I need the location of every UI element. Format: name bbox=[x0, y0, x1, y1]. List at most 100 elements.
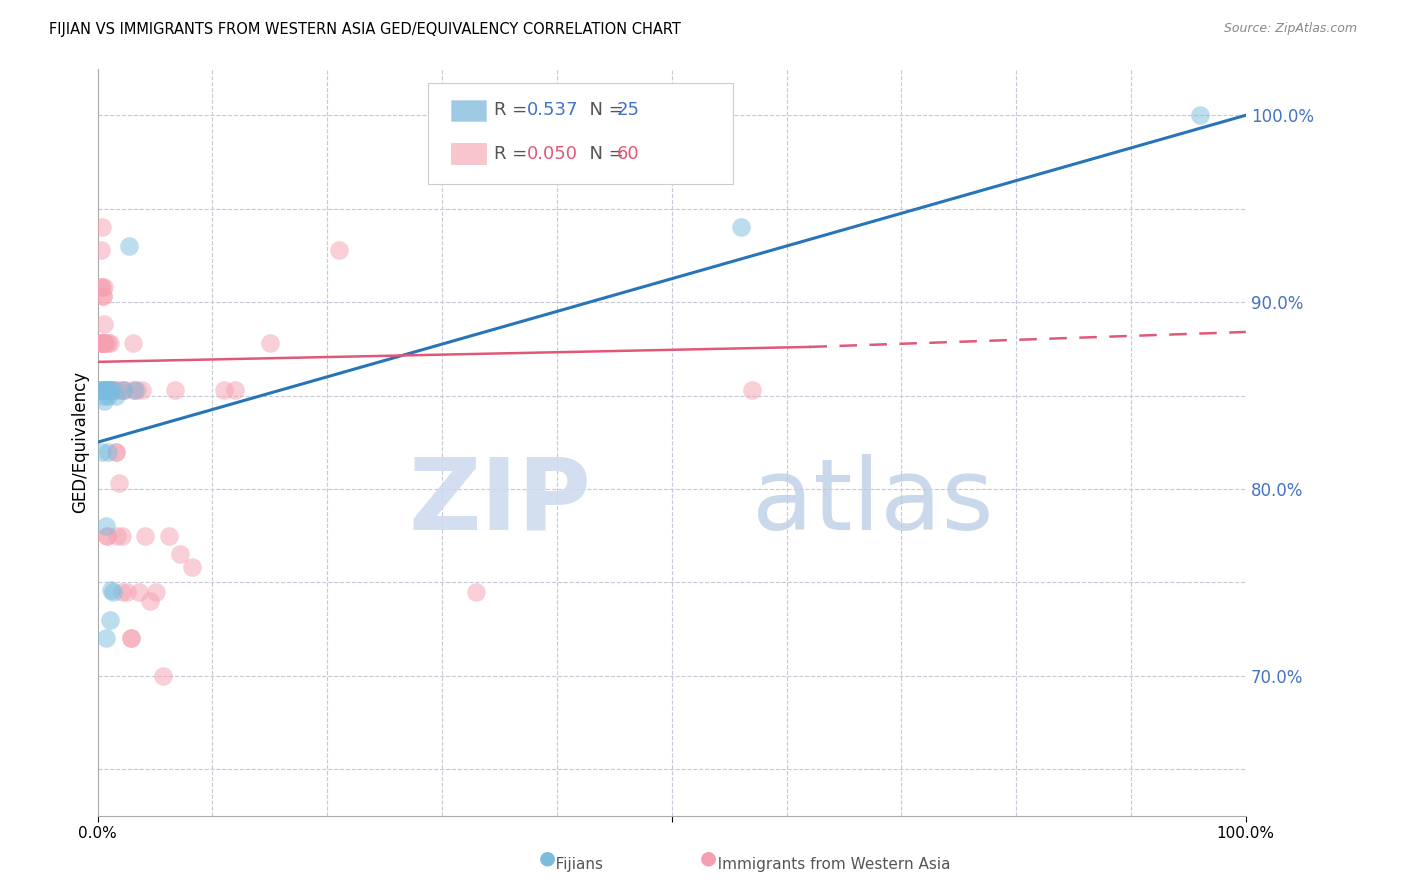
Text: 60: 60 bbox=[617, 145, 640, 162]
FancyBboxPatch shape bbox=[451, 100, 485, 120]
Point bbox=[97, 444, 120, 458]
Point bbox=[104, 383, 127, 397]
Point bbox=[212, 383, 235, 397]
Point bbox=[259, 336, 281, 351]
Point bbox=[96, 528, 118, 542]
Text: 0.537: 0.537 bbox=[527, 102, 578, 120]
Text: N =: N = bbox=[578, 102, 628, 120]
Text: atlas: atlas bbox=[752, 453, 994, 550]
Point bbox=[152, 669, 174, 683]
Point bbox=[91, 336, 114, 351]
Point bbox=[104, 388, 127, 402]
Point bbox=[169, 547, 191, 561]
Point bbox=[91, 336, 114, 351]
Point bbox=[111, 528, 134, 542]
Point bbox=[90, 336, 112, 351]
Point bbox=[97, 383, 120, 397]
Text: Source: ZipAtlas.com: Source: ZipAtlas.com bbox=[1223, 22, 1357, 36]
Point bbox=[94, 383, 117, 397]
Point bbox=[120, 632, 142, 646]
Text: R =: R = bbox=[494, 102, 533, 120]
Point bbox=[730, 220, 752, 235]
Point bbox=[98, 336, 121, 351]
Point bbox=[104, 444, 127, 458]
Point bbox=[96, 528, 118, 542]
Point bbox=[98, 613, 121, 627]
Text: ●: ● bbox=[538, 848, 555, 867]
Point bbox=[97, 336, 120, 351]
Point bbox=[101, 584, 124, 599]
Point bbox=[104, 444, 127, 458]
Point bbox=[224, 383, 246, 397]
Point bbox=[93, 318, 115, 332]
Point bbox=[91, 289, 114, 303]
Point bbox=[93, 388, 115, 402]
Point bbox=[91, 383, 114, 397]
Point bbox=[91, 444, 114, 458]
Point bbox=[91, 336, 114, 351]
Point bbox=[108, 383, 131, 397]
Point bbox=[112, 383, 135, 397]
Point bbox=[89, 383, 111, 397]
Point bbox=[94, 336, 117, 351]
Point bbox=[180, 560, 202, 574]
Text: Immigrants from Western Asia: Immigrants from Western Asia bbox=[703, 857, 950, 872]
Point bbox=[101, 383, 124, 397]
Y-axis label: GED/Equivalency: GED/Equivalency bbox=[72, 371, 89, 513]
Point bbox=[94, 383, 117, 397]
Point bbox=[120, 632, 142, 646]
Point bbox=[96, 383, 118, 397]
Point bbox=[91, 383, 114, 397]
Text: 25: 25 bbox=[617, 102, 640, 120]
Point bbox=[94, 383, 117, 397]
Point bbox=[163, 383, 186, 397]
Point bbox=[97, 383, 120, 397]
Point bbox=[91, 289, 114, 303]
Text: ●: ● bbox=[700, 848, 717, 867]
Point bbox=[741, 383, 763, 397]
Point bbox=[157, 528, 180, 542]
Point bbox=[90, 243, 112, 257]
FancyBboxPatch shape bbox=[451, 144, 485, 164]
Point bbox=[89, 336, 111, 351]
Point bbox=[94, 632, 117, 646]
Point bbox=[122, 383, 145, 397]
Point bbox=[100, 582, 122, 597]
Point bbox=[93, 394, 115, 409]
Point bbox=[97, 383, 120, 397]
Point bbox=[108, 476, 131, 491]
Point bbox=[93, 336, 115, 351]
Point bbox=[131, 383, 153, 397]
Point bbox=[93, 280, 115, 294]
Point bbox=[105, 528, 128, 542]
Point bbox=[128, 584, 150, 599]
Point bbox=[124, 383, 146, 397]
Text: R =: R = bbox=[494, 145, 533, 162]
Point bbox=[125, 383, 148, 397]
Point bbox=[122, 336, 145, 351]
Point bbox=[117, 584, 139, 599]
Point bbox=[328, 243, 350, 257]
Point bbox=[111, 584, 134, 599]
Point bbox=[98, 383, 121, 397]
Point bbox=[101, 383, 124, 397]
Point bbox=[98, 383, 121, 397]
Text: FIJIAN VS IMMIGRANTS FROM WESTERN ASIA GED/EQUIVALENCY CORRELATION CHART: FIJIAN VS IMMIGRANTS FROM WESTERN ASIA G… bbox=[49, 22, 681, 37]
Point bbox=[139, 594, 162, 608]
Point bbox=[93, 336, 115, 351]
Point bbox=[101, 383, 124, 397]
Point bbox=[94, 519, 117, 533]
Point bbox=[1188, 108, 1211, 122]
Point bbox=[111, 383, 134, 397]
Text: Fijians: Fijians bbox=[541, 857, 603, 872]
Point bbox=[93, 383, 115, 397]
Text: N =: N = bbox=[578, 145, 628, 162]
FancyBboxPatch shape bbox=[429, 84, 733, 185]
Text: 0.050: 0.050 bbox=[527, 145, 578, 162]
Point bbox=[91, 220, 114, 235]
Point bbox=[465, 584, 488, 599]
Text: ZIP: ZIP bbox=[408, 453, 592, 550]
Point bbox=[117, 239, 139, 253]
Point bbox=[91, 280, 114, 294]
Point bbox=[145, 584, 167, 599]
